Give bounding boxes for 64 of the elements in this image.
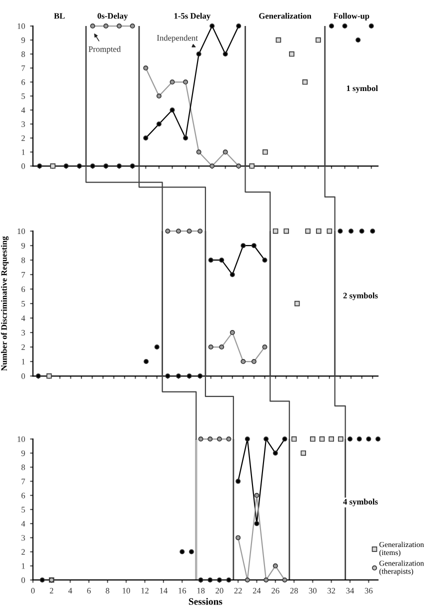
text: 4 symbols <box>343 498 378 506</box>
y-tick-label: 3 <box>22 121 25 127</box>
y-tick-label: 6 <box>21 492 26 498</box>
y-tick-label: 2 <box>21 135 25 141</box>
y-axis-title: Number of Discriminative Requesting <box>0 236 9 371</box>
y-tick-label: 4 <box>21 107 26 113</box>
text: 0s-Delay <box>98 12 128 20</box>
text: 1 symbol <box>346 85 378 93</box>
y-tick-label: 8 <box>21 51 25 58</box>
x-tick-label: 2 <box>50 588 54 594</box>
y-tick-label: 2 <box>21 549 25 555</box>
text: 2 symbols <box>343 292 378 300</box>
y-tick-label: 7 <box>22 272 26 278</box>
y-tick-label: 5 <box>22 506 25 512</box>
y-tick-label: 7 <box>22 65 26 71</box>
y-tick-label: 6 <box>21 79 26 86</box>
y-tick-label: 4 <box>21 521 26 526</box>
text: 1-5s Delay <box>174 12 210 20</box>
y-tick-label: 5 <box>22 300 25 307</box>
x-tick-label: 6 <box>87 588 91 594</box>
x-tick-label: 14 <box>160 588 168 594</box>
annotation: Prompted <box>88 46 121 54</box>
y-tick-label: 8 <box>21 464 25 470</box>
y-tick-label: 5 <box>22 93 25 100</box>
text: Generalization <box>259 12 312 19</box>
text: Follow-up <box>334 12 370 20</box>
y-tick-label: 1 <box>22 563 25 569</box>
x-tick-label: 18 <box>197 588 205 594</box>
x-tick-label: 10 <box>122 588 130 594</box>
annotation: Independent <box>157 34 198 42</box>
y-tick-label: 1 <box>22 149 25 155</box>
x-tick-label: 12 <box>141 588 149 594</box>
x-axis-title: Sessions <box>188 598 222 605</box>
y-tick-label: 4 <box>21 315 26 321</box>
x-tick-label: 16 <box>178 588 186 594</box>
y-tick-label: 8 <box>21 257 25 264</box>
y-tick-label: 1 <box>22 358 25 364</box>
y-tick-label: 0 <box>21 373 25 379</box>
y-tick-label: 9 <box>21 242 25 249</box>
x-tick-label: 8 <box>106 588 110 594</box>
y-tick-label: 10 <box>18 23 25 30</box>
y-tick-label: 9 <box>21 450 25 456</box>
x-tick-label: 0 <box>31 588 35 594</box>
y-tick-label: 10 <box>18 228 25 234</box>
x-tick-label: 20 <box>216 588 224 594</box>
y-tick-label: 0 <box>21 163 25 169</box>
x-tick-label: 26 <box>272 588 280 594</box>
x-tick-label: 34 <box>346 588 354 594</box>
y-tick-label: 3 <box>22 535 25 541</box>
y-tick-label: 7 <box>22 478 26 484</box>
y-tick-label: 6 <box>21 286 26 292</box>
x-tick-label: 30 <box>308 588 317 594</box>
x-tick-label: 32 <box>328 588 336 594</box>
text: BL <box>54 13 65 19</box>
y-tick-label: 0 <box>21 577 25 583</box>
x-tick-label: 4 <box>68 588 72 594</box>
x-tick-label: 22 <box>234 588 242 594</box>
y-tick-label: 2 <box>21 344 25 350</box>
x-tick-label: 28 <box>290 588 298 594</box>
y-tick-label: 3 <box>22 330 25 336</box>
x-tick-label: 24 <box>252 588 261 594</box>
y-tick-label: 10 <box>18 436 25 442</box>
y-tick-label: 9 <box>21 37 25 44</box>
x-tick-label: 36 <box>364 588 373 594</box>
